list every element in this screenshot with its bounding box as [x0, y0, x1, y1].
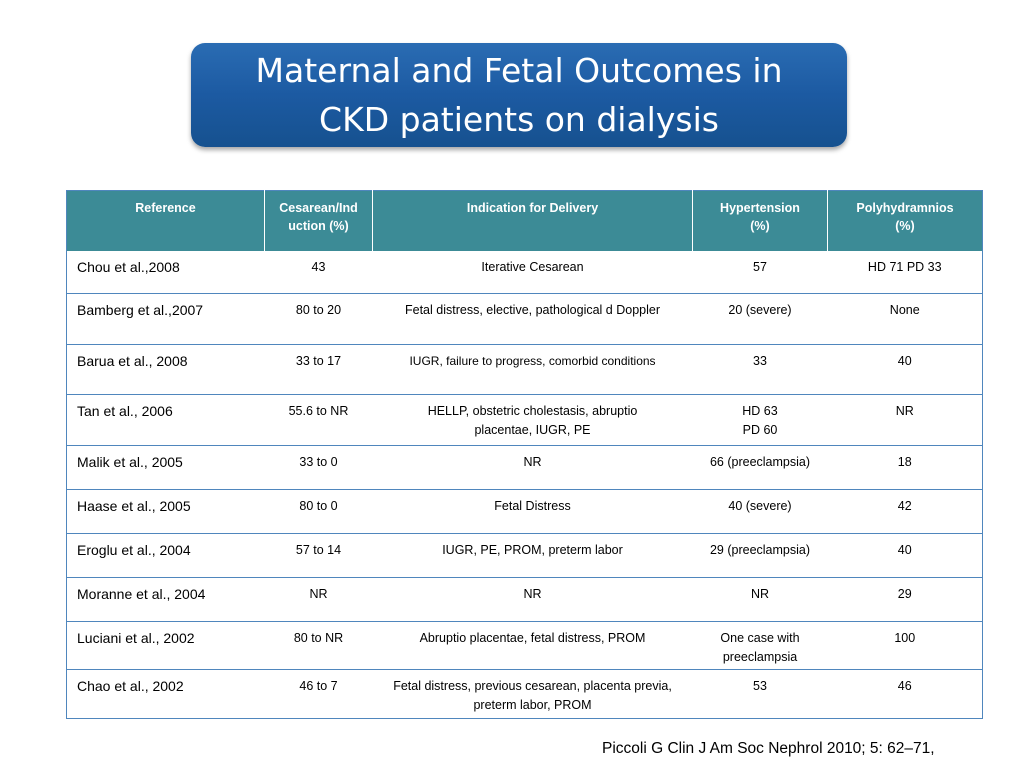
slide-title-line-2: CKD patients on dialysis — [319, 100, 719, 139]
table-row: Tan et al., 2006 55.6 to NR HELLP, obste… — [66, 394, 983, 446]
cell-hypertension: HD 63 PD 60 — [692, 394, 828, 446]
header-polyhydramnios: Polyhydramnios (%) — [827, 190, 983, 251]
cell-reference: Moranne et al., 2004 — [66, 577, 265, 622]
cell-polyhydramnios: 42 — [827, 489, 983, 534]
cell-indication: IUGR, PE, PROM, preterm labor — [372, 533, 693, 578]
table-row: Chou et al.,2008 43 Iterative Cesarean 5… — [66, 250, 983, 294]
cell-cesarean: 80 to 0 — [264, 489, 373, 534]
table-row: Chao et al., 2002 46 to 7 Fetal distress… — [66, 669, 983, 719]
cell-polyhydramnios: 100 — [827, 621, 983, 670]
table-row: Eroglu et al., 2004 57 to 14 IUGR, PE, P… — [66, 533, 983, 578]
cell-indication: NR — [372, 445, 693, 490]
cell-reference: Haase et al., 2005 — [66, 489, 265, 534]
header-indication: Indication for Delivery — [372, 190, 693, 251]
cell-indication: Fetal distress, previous cesarean, place… — [372, 669, 693, 719]
cell-polyhydramnios: HD 71 PD 33 — [827, 250, 983, 294]
cell-hypertension: 53 — [692, 669, 828, 719]
cell-hypertension: 33 — [692, 344, 828, 395]
cell-indication: Fetal distress, elective, pathological d… — [372, 293, 693, 345]
cell-hypertension: NR — [692, 577, 828, 622]
cell-cesarean: 55.6 to NR — [264, 394, 373, 446]
cell-cesarean: 46 to 7 — [264, 669, 373, 719]
cell-reference: Barua et al., 2008 — [66, 344, 265, 395]
slide-title-line-1: Maternal and Fetal Outcomes in — [255, 51, 783, 90]
cell-indication: NR — [372, 577, 693, 622]
cell-polyhydramnios: None — [827, 293, 983, 345]
cell-polyhydramnios: 18 — [827, 445, 983, 490]
outcomes-table: Reference Cesarean/Ind uction (%) Indica… — [66, 190, 983, 719]
cell-polyhydramnios: 46 — [827, 669, 983, 719]
table-row: Barua et al., 2008 33 to 17 IUGR, failur… — [66, 344, 983, 395]
cell-indication: Abruptio placentae, fetal distress, PROM — [372, 621, 693, 670]
cell-reference: Chao et al., 2002 — [66, 669, 265, 719]
cell-reference: Eroglu et al., 2004 — [66, 533, 265, 578]
cell-reference: Luciani et al., 2002 — [66, 621, 265, 670]
cell-polyhydramnios: 40 — [827, 344, 983, 395]
cell-hypertension: 66 (preeclampsia) — [692, 445, 828, 490]
header-reference: Reference — [66, 190, 265, 251]
cell-indication: IUGR, failure to progress, comorbid cond… — [372, 344, 693, 395]
table-header-row: Reference Cesarean/Ind uction (%) Indica… — [66, 190, 983, 251]
cell-hypertension: 29 (preeclampsia) — [692, 533, 828, 578]
cell-polyhydramnios: NR — [827, 394, 983, 446]
cell-reference: Malik et al., 2005 — [66, 445, 265, 490]
cell-reference: Bamberg et al.,2007 — [66, 293, 265, 345]
cell-indication: Fetal Distress — [372, 489, 693, 534]
table-row: Bamberg et al.,2007 80 to 20 Fetal distr… — [66, 293, 983, 345]
cell-polyhydramnios: 29 — [827, 577, 983, 622]
cell-polyhydramnios: 40 — [827, 533, 983, 578]
table-row: Malik et al., 2005 33 to 0 NR 66 (preecl… — [66, 445, 983, 490]
cell-hypertension: 40 (severe) — [692, 489, 828, 534]
table-row: Haase et al., 2005 80 to 0 Fetal Distres… — [66, 489, 983, 534]
cell-cesarean: 33 to 0 — [264, 445, 373, 490]
table-row: Luciani et al., 2002 80 to NR Abruptio p… — [66, 621, 983, 670]
slide-title-box: Maternal and Fetal Outcomes in CKD patie… — [191, 43, 847, 147]
cell-reference: Chou et al.,2008 — [66, 250, 265, 294]
table-body: Chou et al.,2008 43 Iterative Cesarean 5… — [66, 250, 983, 719]
table-row: Moranne et al., 2004 NR NR NR 29 — [66, 577, 983, 622]
cell-cesarean: 80 to NR — [264, 621, 373, 670]
citation: Piccoli G Clin J Am Soc Nephrol 2010; 5:… — [602, 740, 935, 757]
cell-reference: Tan et al., 2006 — [66, 394, 265, 446]
table-header: Reference Cesarean/Ind uction (%) Indica… — [66, 190, 983, 251]
cell-cesarean: NR — [264, 577, 373, 622]
cell-hypertension: 20 (severe) — [692, 293, 828, 345]
cell-cesarean: 43 — [264, 250, 373, 294]
cell-hypertension: One case with preeclampsia — [692, 621, 828, 670]
cell-indication: HELLP, obstetric cholestasis, abruptio p… — [372, 394, 693, 446]
cell-cesarean: 80 to 20 — [264, 293, 373, 345]
cell-hypertension: 57 — [692, 250, 828, 294]
header-cesarean: Cesarean/Ind uction (%) — [264, 190, 373, 251]
cell-cesarean: 57 to 14 — [264, 533, 373, 578]
header-hypertension: Hypertension (%) — [692, 190, 828, 251]
cell-cesarean: 33 to 17 — [264, 344, 373, 395]
cell-indication: Iterative Cesarean — [372, 250, 693, 294]
